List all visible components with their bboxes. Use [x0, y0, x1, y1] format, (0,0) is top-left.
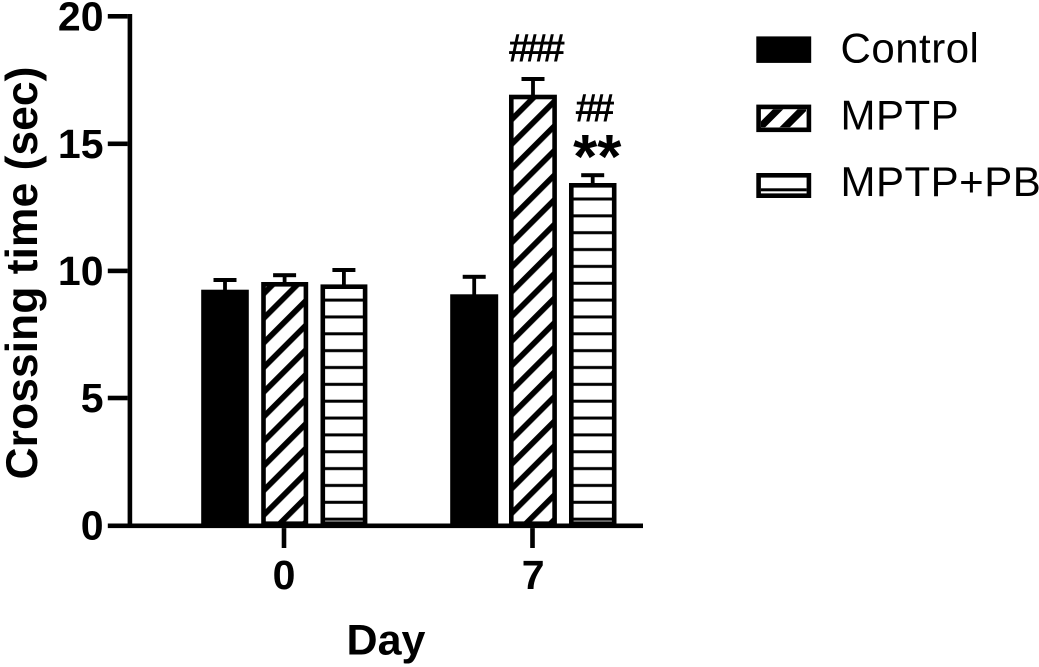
svg-text:10: 10: [58, 248, 104, 294]
svg-text:20: 20: [58, 0, 104, 39]
svg-text:**: **: [573, 123, 622, 192]
svg-text:MPTP+PB: MPTP+PB: [841, 158, 1039, 205]
svg-text:15: 15: [58, 121, 104, 167]
svg-text:MPTP: MPTP: [841, 92, 960, 139]
svg-text:5: 5: [81, 375, 104, 421]
svg-text:###: ###: [508, 27, 564, 71]
svg-text:Control: Control: [841, 25, 980, 72]
svg-text:Day: Day: [347, 616, 426, 664]
svg-text:Crossing time (sec): Crossing time (sec): [0, 67, 47, 480]
svg-text:0: 0: [81, 503, 104, 549]
svg-text:0: 0: [273, 552, 296, 598]
svg-text:7: 7: [522, 552, 545, 598]
